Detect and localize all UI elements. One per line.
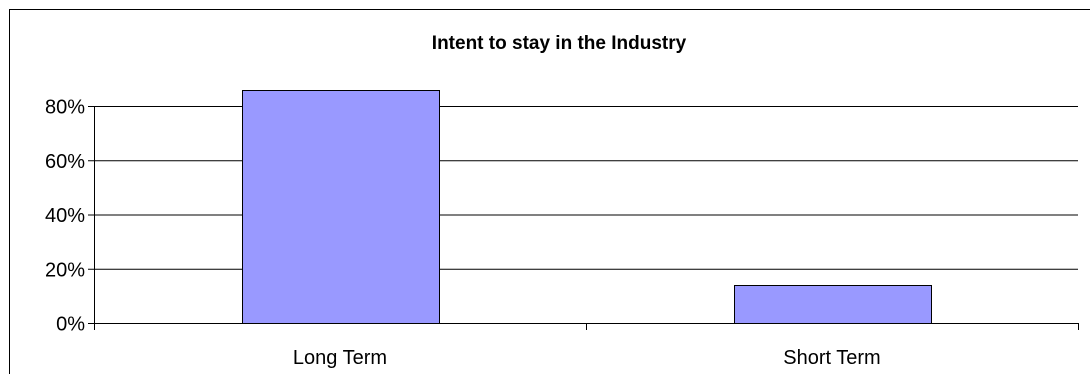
- y-tick-label: 80%: [45, 97, 85, 119]
- y-tick-labels: 0% 20% 40% 60% 80%: [45, 97, 85, 336]
- y-tick-label: 0%: [56, 314, 85, 336]
- bar-long-term: [242, 90, 440, 324]
- x-tick-label: Long Term: [293, 347, 387, 369]
- y-tick-label: 40%: [45, 205, 85, 227]
- x-tick-labels: Long Term Short Term: [293, 347, 881, 369]
- x-tick-label: Short Term: [783, 347, 880, 369]
- axes: [88, 106, 1079, 330]
- bars: [242, 90, 932, 324]
- bar-short-term: [734, 285, 932, 324]
- y-tick-label: 20%: [45, 259, 85, 281]
- y-tick-label: 60%: [45, 151, 85, 173]
- gridlines: [94, 106, 1078, 270]
- chart-title: Intent to stay in the Industry: [432, 33, 687, 54]
